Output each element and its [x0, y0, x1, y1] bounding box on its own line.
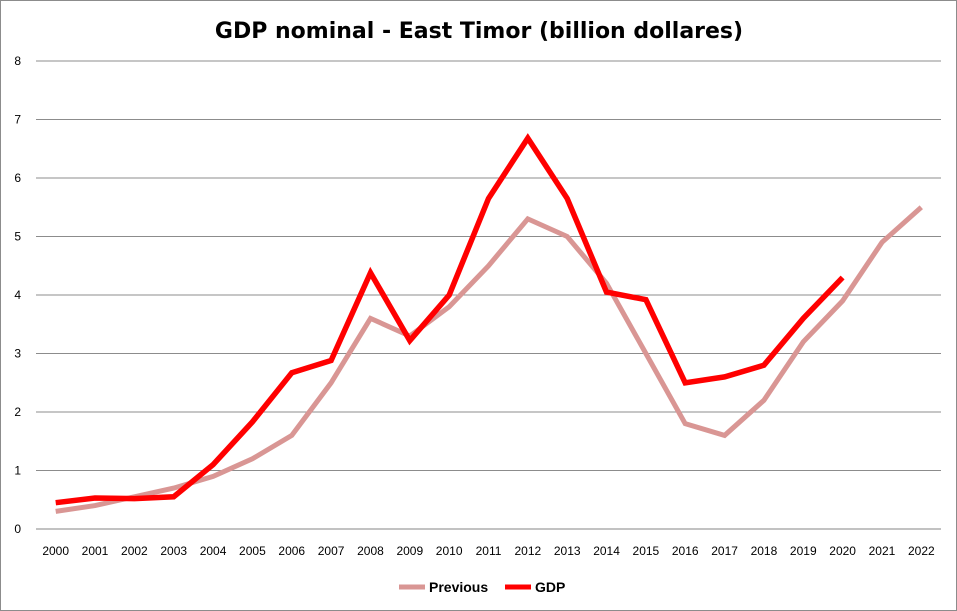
x-tick-label: 2008 [357, 544, 384, 558]
y-tick-label: 2 [14, 405, 21, 419]
x-tick-label: 2022 [908, 544, 935, 558]
x-tick-label: 2004 [200, 544, 227, 558]
y-tick-label: 8 [14, 54, 21, 68]
x-tick-label: 2002 [121, 544, 148, 558]
x-tick-label: 2020 [829, 544, 856, 558]
x-axis-ticks: 2000 2001 2002 2003 2004 2005 2006 2007 2008 2009… [42, 544, 935, 558]
y-tick-label: 5 [14, 230, 21, 244]
x-tick-label: 2010 [436, 544, 463, 558]
x-tick-label: 2003 [160, 544, 187, 558]
y-tick-label: 0 [14, 522, 21, 536]
y-tick-label: 7 [14, 113, 21, 127]
x-tick-label: 2019 [790, 544, 817, 558]
y-tick-label: 6 [14, 171, 21, 185]
chart-title: GDP nominal - East Timor (billion dollar… [215, 19, 743, 44]
x-tick-label: 2016 [672, 544, 699, 558]
y-tick-label: 4 [14, 288, 21, 302]
legend-label-previous: Previous [429, 579, 488, 595]
series-line-gdp [55, 133, 845, 506]
x-tick-label: 2007 [318, 544, 345, 558]
x-tick-label: 2009 [396, 544, 423, 558]
x-tick-label: 2000 [42, 544, 69, 558]
y-axis-ticks: 0 1 2 3 4 5 6 7 8 [14, 54, 21, 536]
y-tick-label: 3 [14, 347, 21, 361]
x-tick-label: 2015 [633, 544, 660, 558]
y-tick-label: 1 [14, 464, 21, 478]
x-tick-label: 2012 [514, 544, 541, 558]
series-line-previous [55, 205, 923, 514]
x-tick-label: 2001 [82, 544, 109, 558]
series-lines [55, 133, 923, 514]
x-tick-label: 2013 [554, 544, 581, 558]
x-tick-label: 2005 [239, 544, 266, 558]
x-tick-label: 2017 [711, 544, 738, 558]
x-tick-label: 2006 [278, 544, 305, 558]
gridlines [36, 60, 941, 530]
legend-label-gdp: GDP [535, 579, 565, 595]
x-tick-label: 2021 [869, 544, 896, 558]
x-tick-label: 2014 [593, 544, 620, 558]
x-tick-label: 2011 [476, 544, 502, 558]
legend: Previous GDP [399, 579, 565, 595]
x-tick-label: 2018 [751, 544, 778, 558]
